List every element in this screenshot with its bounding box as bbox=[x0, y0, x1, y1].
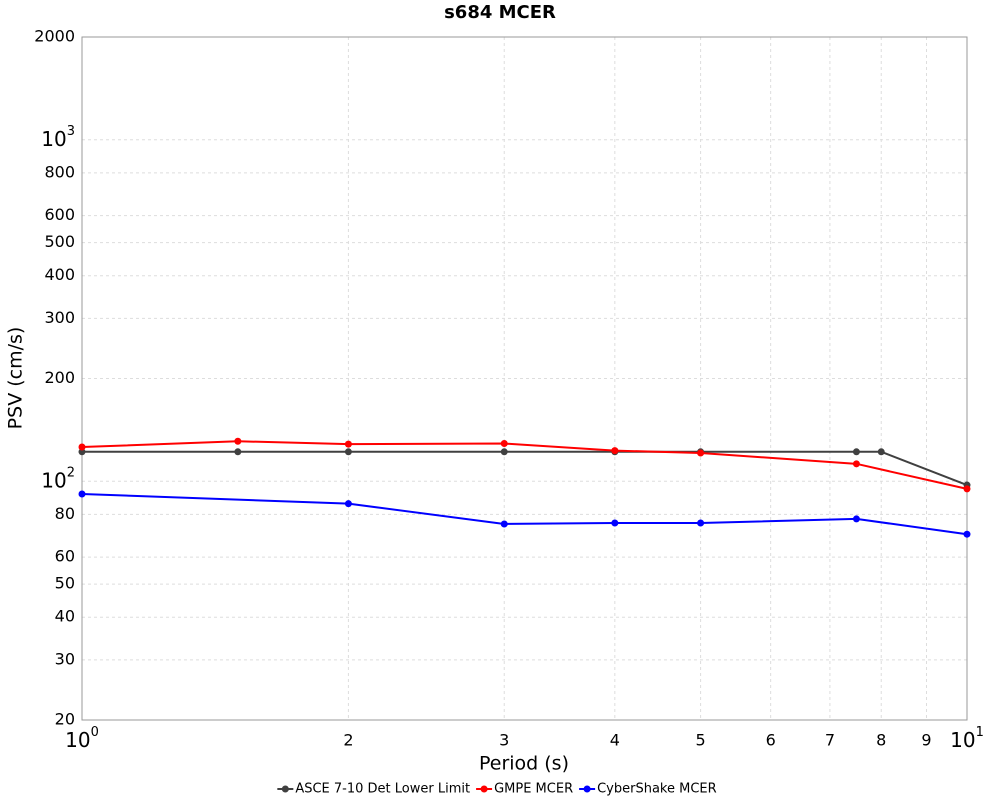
y-tick-label: 20 bbox=[55, 710, 75, 729]
tick-label-base: 10 bbox=[65, 728, 90, 752]
y-tick-label: 2000 bbox=[34, 27, 75, 46]
y-tick-label: 800 bbox=[44, 162, 75, 181]
data-point bbox=[500, 440, 508, 448]
tick-label-exponent: 3 bbox=[67, 123, 75, 138]
data-point bbox=[697, 449, 705, 457]
data-point bbox=[344, 440, 352, 448]
chart-title: s684 MCER bbox=[444, 2, 556, 23]
data-point bbox=[78, 490, 86, 498]
data-point bbox=[852, 515, 860, 523]
y-tick-label: 200 bbox=[44, 368, 75, 387]
y-tick-label: 60 bbox=[55, 547, 75, 566]
data-point bbox=[611, 519, 619, 527]
x-tick-label: 101 bbox=[950, 725, 984, 752]
plot-frame bbox=[81, 36, 968, 721]
data-point bbox=[344, 500, 352, 508]
y-tick-label: 80 bbox=[55, 504, 75, 523]
x-axis-label: Period (s) bbox=[479, 753, 569, 775]
data-point bbox=[611, 447, 619, 455]
y-axis-label: PSV (cm/s) bbox=[5, 327, 27, 430]
x-tick-label: 5 bbox=[695, 731, 705, 750]
data-point bbox=[877, 448, 885, 456]
data-point bbox=[852, 448, 860, 456]
x-tick-label: 2 bbox=[343, 731, 353, 750]
y-tick-label: 40 bbox=[55, 607, 75, 626]
x-tick-label: 3 bbox=[499, 731, 509, 750]
data-point bbox=[852, 460, 860, 468]
tick-label-base: 10 bbox=[41, 126, 66, 150]
data-point bbox=[500, 520, 508, 528]
y-tick-label: 50 bbox=[55, 574, 75, 593]
data-point bbox=[78, 443, 86, 451]
legend: ASCE 7-10 Det Lower Limit GMPE MCER CyberS… bbox=[277, 782, 717, 797]
y-tick-label: 30 bbox=[55, 649, 75, 668]
y-tick-label: 600 bbox=[44, 205, 75, 224]
legend-label: ASCE 7-10 Det Lower Limit bbox=[295, 782, 470, 797]
tick-label-exponent: 0 bbox=[91, 725, 99, 740]
legend-label: CyberShake MCER bbox=[597, 782, 717, 797]
x-tick-label: 7 bbox=[825, 731, 835, 750]
tick-label-base: 10 bbox=[950, 728, 975, 752]
legend-label: GMPE MCER bbox=[494, 782, 573, 797]
data-point bbox=[234, 437, 242, 445]
series-line bbox=[81, 440, 968, 490]
tick-label-exponent: 1 bbox=[976, 725, 984, 740]
data-point bbox=[697, 519, 705, 527]
x-tick-label: 6 bbox=[766, 731, 776, 750]
x-tick-label: 100 bbox=[65, 725, 99, 752]
legend-marker bbox=[281, 785, 289, 793]
data-point bbox=[963, 530, 971, 538]
y-tick-label: 500 bbox=[44, 232, 75, 251]
y-tick-label: 300 bbox=[44, 308, 75, 327]
data-point bbox=[234, 448, 242, 456]
tick-label-exponent: 2 bbox=[67, 465, 75, 480]
legend-marker bbox=[583, 785, 591, 793]
data-point bbox=[78, 448, 86, 456]
tick-label-base: 10 bbox=[41, 468, 66, 492]
data-point bbox=[500, 448, 508, 456]
x-tick-label: 4 bbox=[610, 731, 620, 750]
plot-area bbox=[81, 36, 968, 721]
legend-marker bbox=[480, 785, 488, 793]
x-tick-label: 9 bbox=[921, 731, 931, 750]
y-tick-label: 103 bbox=[41, 123, 75, 150]
y-tick-label: 400 bbox=[44, 265, 75, 284]
y-tick-label: 102 bbox=[41, 465, 75, 492]
x-tick-label: 8 bbox=[876, 731, 886, 750]
data-point bbox=[963, 485, 971, 493]
data-point bbox=[344, 448, 352, 456]
